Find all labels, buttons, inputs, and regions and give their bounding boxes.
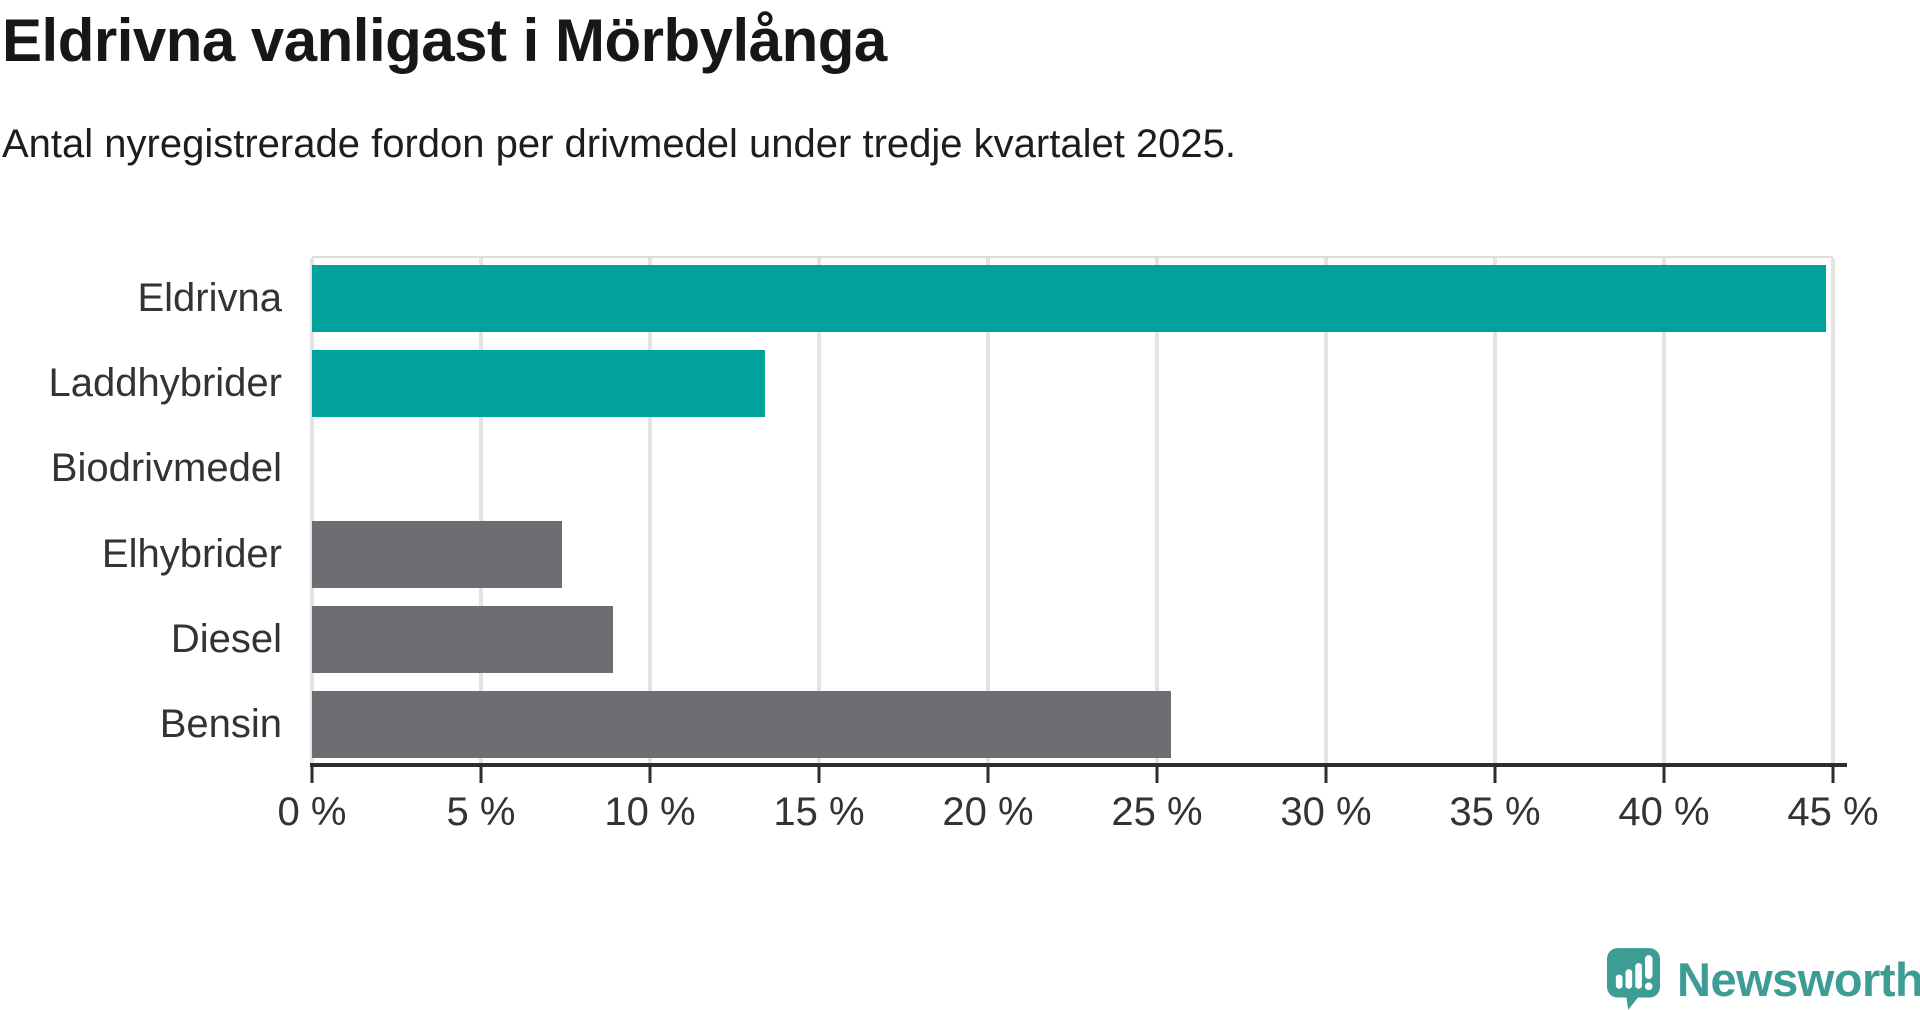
x-axis-tick [648, 767, 652, 783]
x-axis-tick-label: 45 % [1787, 790, 1879, 834]
bar-elhybrider [312, 520, 563, 588]
x-axis-tick [1493, 767, 1497, 783]
bar-chart-plot-area [310, 256, 1835, 766]
bar-bensin [312, 691, 1171, 758]
gridline [648, 258, 652, 766]
x-axis-tick [1662, 767, 1666, 783]
bar-laddhybrider [312, 350, 765, 418]
x-axis-tick-label: 40 % [1618, 790, 1710, 834]
x-axis-tick [310, 767, 314, 783]
x-axis-line [310, 763, 1847, 767]
gridline [1662, 258, 1666, 766]
x-axis-tick-label: 35 % [1449, 790, 1541, 834]
x-axis-tick-label: 20 % [942, 790, 1034, 834]
gridline [817, 258, 821, 766]
x-axis-tick [1155, 767, 1159, 783]
x-axis-tick-label: 15 % [773, 790, 865, 834]
newsworthy-logo: Newsworthy [1607, 948, 1920, 1010]
gridline [479, 258, 483, 766]
x-axis-tick [1831, 767, 1835, 783]
bar-diesel [312, 605, 613, 673]
plot-top-border [312, 256, 1833, 258]
chart-subtitle: Antal nyregistrerade fordon per drivmede… [2, 122, 1237, 166]
gridline [1493, 258, 1497, 766]
newsworthy-logo-icon [1607, 948, 1660, 1010]
category-label: Elhybrider [101, 531, 282, 576]
x-axis-tick [1324, 767, 1328, 783]
gridline [1831, 258, 1835, 766]
gridline [986, 258, 990, 766]
category-label: Diesel [170, 616, 282, 661]
x-axis-tick-label: 25 % [1111, 790, 1203, 834]
x-axis-tick [817, 767, 821, 783]
bar-eldrivna [312, 265, 1827, 332]
gridline [310, 258, 314, 766]
x-axis-tick-label: 0 % [277, 790, 347, 834]
x-axis-tick [986, 767, 990, 783]
x-axis-tick [479, 767, 483, 783]
newsworthy-logo-text: Newsworthy [1677, 952, 1920, 1006]
category-label: Biodrivmedel [50, 446, 282, 491]
category-label: Eldrivna [137, 276, 282, 320]
category-label: Bensin [159, 702, 282, 746]
category-label: Laddhybrider [48, 361, 283, 406]
x-axis-tick-label: 10 % [604, 790, 696, 834]
x-axis-tick-label: 5 % [446, 790, 516, 834]
chart-title: Eldrivna vanligast i Mörbylånga [2, 7, 887, 74]
gridline [1324, 258, 1328, 766]
gridline [1155, 258, 1159, 766]
x-axis-tick-label: 30 % [1280, 790, 1372, 834]
